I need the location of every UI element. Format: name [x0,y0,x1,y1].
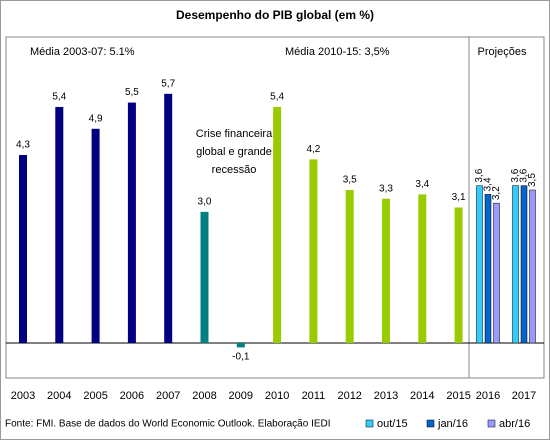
bar [454,207,463,344]
bar [476,185,483,344]
crisis-note: recessão [212,164,257,176]
value-label: 3,0 [198,197,212,208]
legend-swatch [487,419,496,428]
bar [200,211,209,344]
projection-title: Projeções [478,46,527,58]
legend-label: out/15 [377,418,408,430]
x-tick-label: 2003 [11,390,35,402]
bar [236,343,245,348]
x-tick-label: 2014 [410,390,434,402]
value-label: -0,1 [232,352,250,363]
value-label: 3,4 [483,177,494,191]
value-label: 3,5 [527,173,538,187]
x-tick-label: 2007 [156,390,180,402]
value-label: 5,4 [270,92,284,103]
legend-label: jan/16 [437,418,468,430]
x-tick-label: 2011 [302,390,326,402]
legend-swatch [365,419,374,428]
bar [309,159,318,344]
bar [127,102,136,344]
value-label: 3,3 [379,183,393,194]
bar [345,190,354,344]
value-label: 4,2 [306,144,320,155]
annotation: Média 2003-07: 5.1% [30,46,135,58]
plot-frame [5,36,545,379]
value-label: 5,4 [52,92,66,103]
value-label: 3,6 [519,168,530,182]
value-label: 3,2 [491,186,502,200]
value-label: 3,4 [415,179,429,190]
x-tick-label: 2015 [446,390,470,402]
bar [19,155,27,344]
bar [529,189,536,344]
x-tick-label: 2008 [192,390,216,402]
crisis-note: global e grande [196,146,272,158]
legend-swatch [426,419,435,428]
x-tick-label: 2012 [337,390,361,402]
bar [382,198,390,344]
bar [164,93,173,344]
bar [520,185,528,344]
bar [55,106,64,344]
source: Fonte: FMI. Base de dados do World Econo… [5,419,331,430]
bar [493,202,500,344]
annotation: Média 2010-15: 3,5% [285,46,390,58]
x-tick-label: 2006 [120,390,144,402]
bar [273,106,282,344]
x-tick-label: 2017 [512,390,536,402]
x-tick-label: 2013 [374,390,398,402]
x-tick-label: 2010 [265,390,289,402]
x-tick-label: 2004 [47,390,71,402]
value-label: 3,6 [474,168,485,182]
value-label: 5,5 [125,87,139,98]
x-tick-label: 2005 [83,390,107,402]
bar [512,185,519,344]
bar [91,128,100,344]
bar [484,194,492,344]
value-label: 3,5 [343,175,357,186]
value-label: 3,1 [452,192,466,203]
value-label: 4,9 [89,113,103,124]
bar [418,194,427,344]
x-tick-label: 2009 [229,390,253,402]
value-label: 3,6 [510,168,521,182]
crisis-note: Crise financeira [196,128,273,140]
value-label: 5,7 [161,78,175,89]
x-tick-label: 2016 [476,390,500,402]
chart-title: Desempenho do PIB global (em %) [176,8,374,22]
legend-label: abr/16 [499,418,530,430]
value-label: 4,3 [16,140,30,151]
